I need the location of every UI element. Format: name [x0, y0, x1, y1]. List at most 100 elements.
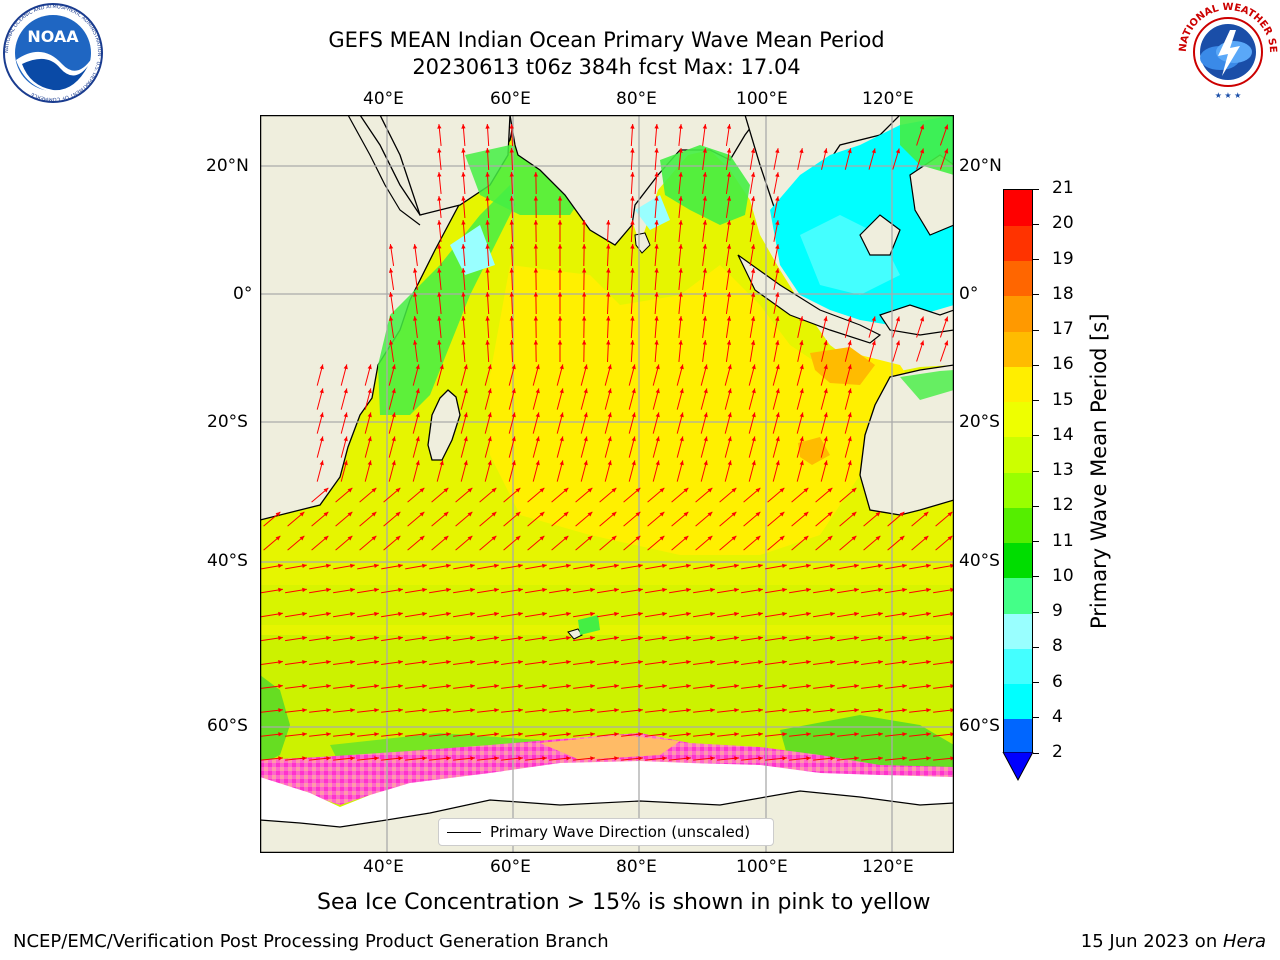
- wave-arrow-head: [775, 220, 780, 225]
- wave-arrow-head: [347, 535, 353, 541]
- wave-arrow-head: [413, 268, 418, 273]
- wave-arrow-head: [662, 756, 667, 761]
- wave-arrow-head: [470, 635, 475, 641]
- lon-tick-top-2: 80°E: [616, 89, 657, 109]
- wave-arrow-head: [485, 244, 490, 249]
- footer-date: 15 Jun 2023 on: [1080, 931, 1223, 952]
- wave-arrow-head: [878, 708, 883, 713]
- wave-arrow-head: [782, 563, 787, 568]
- wave-arrow-head: [823, 388, 828, 394]
- wave-arrow-head: [655, 436, 660, 442]
- wave-arrow-head: [542, 611, 547, 617]
- wave-arrow-head: [487, 412, 492, 418]
- wave-arrow-head: [461, 196, 466, 201]
- wave-arrow-head: [751, 436, 756, 442]
- wave-arrow-head: [775, 460, 780, 466]
- wave-arrow-head: [590, 611, 595, 617]
- wave-arrow-head: [919, 340, 925, 346]
- wave-arrow-head: [542, 563, 547, 568]
- wave-arrow-head: [686, 660, 691, 665]
- legend-label: Primary Wave Direction (unscaled): [490, 823, 751, 841]
- wave-arrow-head: [635, 511, 641, 517]
- wave-arrow-head: [775, 316, 780, 321]
- colorbar-segment: [1004, 401, 1032, 438]
- wave-arrow-head: [388, 292, 394, 297]
- wave-arrow-head: [779, 535, 785, 541]
- wave-arrow-head: [566, 587, 571, 593]
- wave-arrow-head: [463, 364, 468, 370]
- wave-arrow-head: [775, 172, 780, 177]
- wave-arrow-head: [494, 563, 499, 568]
- orange-patch: [810, 347, 875, 385]
- wave-arrow-head: [726, 124, 732, 129]
- wave-arrow-head: [398, 587, 403, 593]
- wave-arrow-head: [854, 684, 859, 689]
- wave-arrow-head: [446, 732, 451, 737]
- wave-arrow-head: [726, 220, 732, 225]
- wave-arrow-head: [515, 511, 521, 517]
- wave-arrow-head: [662, 684, 667, 689]
- wave-arrow-head: [655, 388, 660, 394]
- wave-arrow-head: [485, 172, 490, 177]
- wave-arrow-head: [755, 511, 761, 517]
- wave-arrow-head: [614, 756, 619, 761]
- wave-arrow-head: [899, 535, 905, 541]
- wave-arrow-head: [614, 563, 619, 568]
- wave-arrow-head: [827, 535, 833, 541]
- wave-arrow-head: [606, 268, 611, 273]
- wave-arrow-head: [799, 148, 804, 154]
- wave-arrow-head: [727, 388, 732, 394]
- wave-arrow-head: [614, 635, 619, 641]
- wave-arrow-head: [902, 684, 907, 689]
- wave-arrow-head: [847, 412, 852, 418]
- lon-tick-bottom-0: 40°E: [363, 857, 404, 877]
- wave-arrow-head: [799, 316, 804, 322]
- wave-arrow-head: [367, 364, 372, 370]
- wave-arrow-head: [702, 340, 707, 345]
- wave-arrow-head: [587, 511, 593, 517]
- wave-arrow-head: [827, 511, 833, 517]
- colorbar-tick-label: 16: [1052, 354, 1074, 375]
- colorbar-tick-mark: [1033, 505, 1039, 507]
- wave-arrow-head: [851, 535, 857, 541]
- wave-arrow-head: [419, 535, 425, 541]
- wave-arrow-head: [319, 460, 324, 466]
- wave-arrow-head: [539, 487, 545, 493]
- wave-arrow-head: [710, 635, 715, 641]
- wave-arrow-head: [683, 511, 689, 517]
- wave-arrow-head: [727, 364, 732, 370]
- wave-arrow-head: [587, 535, 593, 541]
- wave-arrow-head: [806, 611, 811, 617]
- wave-arrow-head: [278, 660, 283, 665]
- page-subtitle: 20230613 t06z 384h fcst Max: 17.04: [412, 55, 801, 79]
- wave-arrow-head: [542, 660, 547, 665]
- wave-arrow-head: [799, 388, 804, 394]
- wave-arrow-head: [686, 684, 691, 689]
- colorbar-tick-mark: [1033, 646, 1039, 648]
- wave-arrow-head: [727, 460, 732, 466]
- wave-arrow-head: [806, 708, 811, 713]
- wave-arrow-head: [398, 732, 403, 737]
- wave-arrow-head: [542, 587, 547, 593]
- wave-arrow-head: [606, 220, 611, 225]
- wave-arrow-head: [710, 563, 715, 568]
- wave-arrow-head: [678, 148, 683, 153]
- wave-arrow-head: [422, 660, 427, 665]
- wave-arrow-head: [470, 587, 475, 593]
- wave-arrow-head: [606, 340, 611, 345]
- wave-arrow-head: [750, 244, 756, 249]
- wave-arrow-head: [854, 635, 859, 641]
- colorbar-segment: [1004, 542, 1032, 579]
- wave-arrow-head: [679, 412, 684, 418]
- wave-arrow-head: [590, 635, 595, 641]
- wave-arrow-head: [655, 412, 660, 418]
- wave-arrow-head: [437, 196, 442, 201]
- wave-arrow-head: [710, 756, 715, 761]
- wave-arrow-head: [631, 412, 636, 418]
- wave-arrow-head: [638, 587, 643, 593]
- wave-arrow-head: [635, 535, 641, 541]
- wave-arrow-head: [511, 460, 516, 466]
- wave-arrow-head: [388, 244, 394, 249]
- wave-arrow-head: [491, 487, 497, 493]
- wave-arrow-head: [775, 292, 780, 297]
